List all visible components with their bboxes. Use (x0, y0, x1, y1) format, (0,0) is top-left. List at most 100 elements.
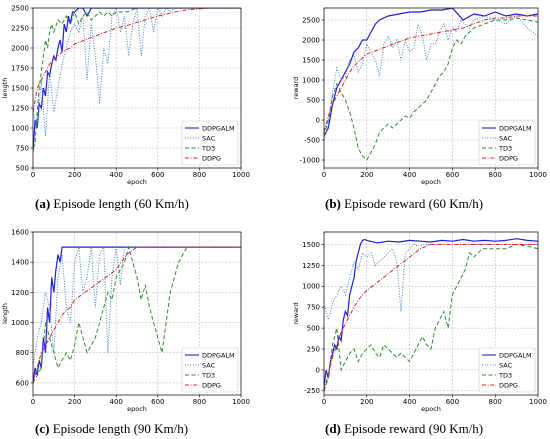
plot-frame (323, 7, 539, 169)
y-axis-label: reward (292, 77, 300, 100)
legend: DDPGALM SAC TD3 DDPG (181, 347, 239, 393)
y-tick-label: 1000 (11, 124, 29, 132)
y-tick-label: 0 (316, 366, 320, 374)
panel-caption: (b) Episode reward (60 Km/h) (325, 196, 483, 211)
legend-label: SAC (499, 134, 513, 142)
plot-frame (32, 7, 242, 169)
y-tick-label: 1250 (302, 262, 320, 270)
y-tick-label: 1000 (302, 76, 320, 84)
x-tick-label: 400 (110, 171, 123, 179)
x-tick-label: 800 (489, 171, 502, 179)
caption-tag: (b) (325, 196, 341, 211)
panel-caption: (a) Episode length (60 Km/h) (35, 196, 189, 211)
x-tick-label: 1000 (232, 398, 250, 406)
x-tick-label: 600 (446, 398, 459, 406)
chart-panel-3: 0 200 400 600 800 1000-2500250500750100012501… (292, 231, 547, 436)
legend-label: TD3 (201, 371, 215, 379)
caption-text: Episode reward (90 Km/h) (341, 421, 483, 436)
x-tick-label: 600 (151, 398, 164, 406)
y-tick-label: 1600 (11, 228, 29, 236)
x-tick-label: 0 (31, 171, 35, 179)
x-tick-label: 400 (403, 171, 416, 179)
y-tick-label: 600 (16, 379, 29, 387)
legend-label: DDPGALM (202, 124, 235, 132)
x-axis-label: epoch (421, 178, 441, 186)
x-tick-label: 1000 (529, 171, 547, 179)
x-tick-label: 200 (68, 398, 81, 406)
y-tick-label: 1000 (302, 283, 320, 291)
y-tick-label: 1500 (302, 241, 320, 249)
x-tick-label: 400 (403, 398, 416, 406)
y-tick-label: 1200 (11, 289, 29, 297)
plot-frame (32, 231, 242, 396)
x-tick-label: 0 (31, 398, 35, 406)
y-tick-label: -500 (304, 136, 320, 144)
legend: DDPGALM SAC TD3 DDPG (478, 347, 536, 393)
plot-frame (323, 231, 539, 396)
y-tick-label: 2250 (11, 24, 29, 32)
chart-panel-0: 0 200 400 600 800 1000 500 750 1000 1250 1500 1750 2… (1, 4, 250, 211)
y-axis-label: length (1, 78, 9, 99)
legend-label: SAC (499, 361, 513, 369)
y-tick-label: 2500 (11, 4, 29, 12)
x-tick-label: 0 (322, 398, 326, 406)
caption-tag: (c) (35, 421, 49, 436)
y-tick-label: 750 (16, 144, 29, 152)
legend-label: DDPG (499, 381, 518, 389)
x-tick-label: 0 (322, 171, 326, 179)
legend-label: DDPGALM (499, 351, 532, 359)
x-tick-label: 800 (489, 398, 502, 406)
legend-label: TD3 (201, 144, 215, 152)
y-tick-label: 2500 (302, 16, 320, 24)
legend-label: DDPGALM (202, 351, 235, 359)
y-tick-label: -250 (304, 387, 320, 395)
series-line-td3 (324, 243, 538, 391)
series-line-sac (33, 8, 241, 137)
y-tick-label: 800 (16, 349, 29, 357)
x-tick-label: 200 (360, 398, 373, 406)
x-tick-label: 1000 (232, 171, 250, 179)
x-axis-label: epoch (421, 405, 441, 413)
caption-text: Episode length (90 Km/h) (49, 421, 188, 436)
series-line-ddpg (33, 246, 241, 384)
y-tick-label: 500 (307, 325, 320, 333)
y-axis-label: reward (292, 302, 300, 325)
y-axis-label: length (1, 303, 9, 324)
caption-text: Episode reward (60 Km/h) (341, 196, 483, 211)
legend-label: TD3 (498, 371, 512, 379)
legend-box (478, 347, 536, 393)
x-tick-label: 800 (193, 398, 206, 406)
series-line-sac (324, 243, 538, 320)
y-tick-label: 1250 (11, 104, 29, 112)
series-line-ddpg (33, 8, 241, 113)
y-tick-label: 2000 (302, 36, 320, 44)
y-tick-label: 500 (16, 164, 29, 172)
panel-caption: (d) Episode reward (90 Km/h) (325, 421, 483, 436)
y-tick-label: 1000 (11, 319, 29, 327)
chart-panel-2: 0 200 400 600 800 1000 600 800 1000 1200 1400 1600 e… (1, 228, 250, 436)
x-tick-label: 200 (68, 171, 81, 179)
legend: DDPGALM SAC TD3 DDPG (478, 120, 536, 166)
series-line-td3 (33, 245, 241, 384)
series-line-td3 (33, 8, 241, 149)
legend-label: DDPG (202, 381, 221, 389)
x-axis-label: epoch (127, 178, 147, 186)
panel-caption: (c) Episode length (90 Km/h) (35, 421, 188, 436)
series-line-sac (33, 245, 241, 368)
y-tick-label: 750 (307, 304, 320, 312)
series-line-ddpgalm (324, 238, 538, 387)
series-line-ddpg (324, 244, 538, 391)
legend-box (181, 347, 239, 393)
y-tick-label: 250 (307, 345, 320, 353)
y-tick-label: 1500 (11, 84, 29, 92)
legend-label: DDPGALM (499, 124, 532, 132)
caption-text: Episode length (60 Km/h) (50, 196, 189, 211)
x-tick-label: 800 (193, 171, 206, 179)
legend-label: TD3 (498, 144, 512, 152)
legend: DDPGALM SAC TD3 DDPG (181, 120, 239, 166)
y-tick-label: -1000 (300, 156, 320, 164)
y-tick-label: 0 (316, 116, 320, 124)
series-line-ddpgalm (33, 8, 241, 153)
caption-tag: (d) (325, 421, 341, 436)
